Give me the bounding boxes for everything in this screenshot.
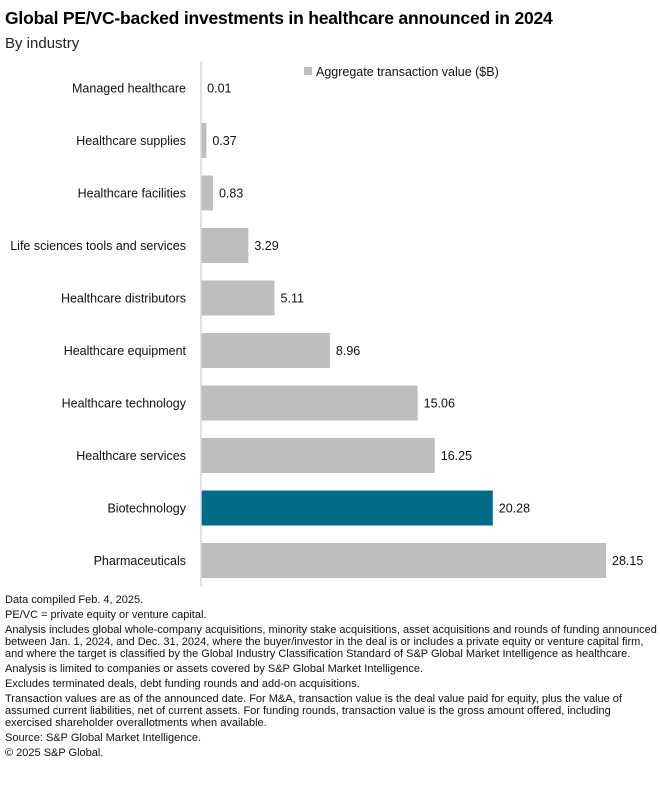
note-coverage: Analysis is limited to companies or asse… — [5, 663, 423, 675]
category-label: Biotechnology — [107, 502, 186, 516]
legend-label: Aggregate transaction value ($B) — [316, 65, 499, 79]
bar-healthcare-facilities — [201, 175, 213, 211]
value-label: 28.15 — [612, 554, 643, 568]
category-label: Healthcare distributors — [61, 292, 186, 306]
value-label: 0.01 — [207, 82, 231, 96]
category-label: Life sciences tools and services — [10, 239, 186, 253]
legend-swatch — [304, 67, 312, 75]
note-transaction-values: Transaction values are as of the announc… — [5, 693, 622, 729]
category-label: Healthcare facilities — [78, 187, 186, 201]
category-label: Healthcare services — [76, 449, 186, 463]
chart-title: Global PE/VC-backed investments in healt… — [5, 8, 553, 28]
value-label: 20.28 — [499, 502, 530, 516]
bar-healthcare-equipment — [201, 333, 330, 368]
note-source: Source: S&P Global Market Intelligence. — [5, 732, 202, 744]
note-data-compiled: Data compiled Feb. 4, 2025. — [5, 594, 144, 606]
value-label: 0.83 — [219, 187, 243, 201]
value-label: 3.29 — [254, 239, 278, 253]
bar-healthcare-supplies — [201, 123, 207, 158]
value-label: 5.11 — [281, 292, 304, 306]
note-copyright: © 2025 S&P Global. — [5, 747, 104, 759]
category-label: Managed healthcare — [72, 82, 186, 96]
bar-healthcare-technology — [201, 385, 418, 421]
category-label: Healthcare technology — [62, 397, 187, 411]
category-label: Healthcare equipment — [64, 344, 187, 358]
value-label: 16.25 — [441, 449, 472, 463]
chart-subtitle: By industry — [5, 35, 80, 52]
bar-pharmaceuticals — [201, 543, 606, 578]
bar-healthcare-distributors — [201, 280, 275, 316]
footnotes: Data compiled Feb. 4, 2025. PE/VC = priv… — [5, 594, 657, 762]
value-label: 15.06 — [424, 397, 455, 411]
value-label: 8.96 — [336, 344, 360, 358]
bar-biotechnology — [201, 490, 493, 526]
note-exclusions: Excludes terminated deals, debt funding … — [5, 678, 360, 690]
note-pe-vc-definition: PE/VC = private equity or venture capita… — [5, 609, 207, 621]
bar-life-sciences-tools-and-services — [201, 228, 249, 263]
value-label: 0.37 — [212, 134, 236, 148]
category-label: Healthcare supplies — [76, 134, 186, 148]
bar-chart: Managed healthcare 0.01 Healthcare supplie… — [10, 62, 643, 586]
note-analysis-scope: Analysis includes global whole-company a… — [5, 624, 657, 660]
category-label: Pharmaceuticals — [94, 554, 186, 568]
bars-group: Managed healthcare 0.01 Healthcare supplie… — [10, 70, 643, 578]
bar-healthcare-services — [201, 438, 435, 473]
legend: Aggregate transaction value ($B) — [304, 65, 499, 79]
